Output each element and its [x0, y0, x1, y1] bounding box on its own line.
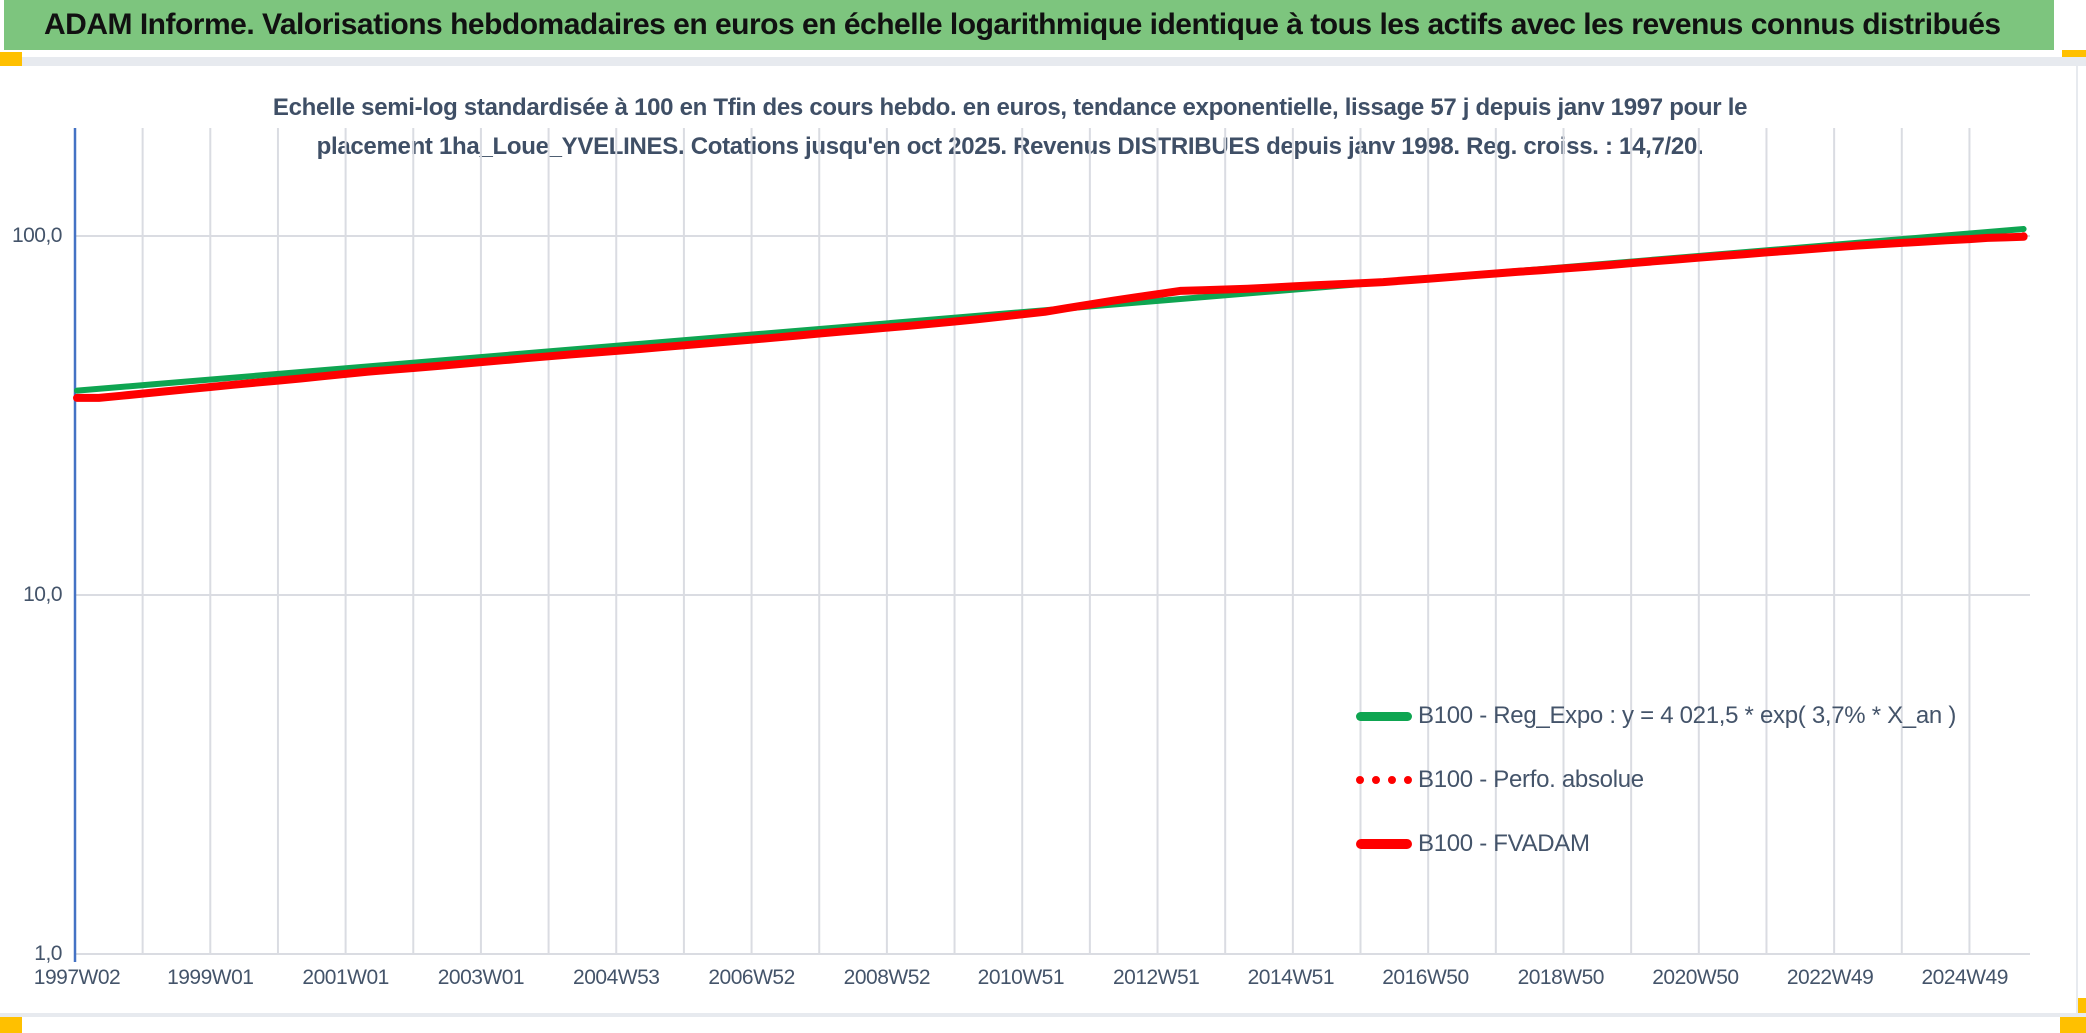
red-line-swatch-icon: [1356, 839, 1412, 849]
legend-item-fvadam: B100 - FVADAM: [1356, 812, 1956, 876]
y-axis-tick-label: 10,0: [23, 583, 62, 606]
accent-cell-top-left: [0, 52, 22, 66]
x-axis-tick-label: 2020W50: [1652, 966, 1739, 989]
cell-column-divider-right: [2076, 66, 2078, 1013]
red-dotted-line-swatch-icon: [1356, 776, 1412, 784]
x-axis-tick-label: 2010W51: [977, 966, 1065, 989]
series-fvadam: [73, 232, 2028, 402]
legend-label-perfo-absolue: B100 - Perfo. absolue: [1418, 766, 1644, 793]
chart-subtitle-line1: Echelle semi-log standardisée à 100 en T…: [272, 94, 1748, 121]
x-axis-tick-label: 2008W52: [843, 966, 931, 989]
accent-cell-bottom-right: [2060, 1017, 2086, 1033]
y-axis-tick-label: 1,0: [34, 942, 62, 965]
x-axis-tick-label: 2018W50: [1517, 966, 1605, 989]
x-axis-tick-label: 1997W02: [33, 966, 121, 989]
header-bar: ADAM Informe. Valorisations hebdomadaire…: [4, 0, 2054, 50]
green-line-swatch-icon: [1356, 711, 1412, 721]
x-axis-tick-label: 2003W01: [437, 966, 525, 989]
cell-row-divider-top: [22, 57, 2086, 66]
legend-item-reg-expo: B100 - Reg_Expo : y = 4 021,5 * exp( 3,7…: [1356, 684, 1956, 748]
x-axis-tick-label: 2016W50: [1382, 966, 1469, 989]
page-title: ADAM Informe. Valorisations hebdomadaire…: [44, 8, 2001, 41]
accent-strip-right: [2078, 998, 2086, 1015]
legend-label-fvadam: B100 - FVADAM: [1418, 830, 1590, 857]
legend: B100 - Reg_Expo : y = 4 021,5 * exp( 3,7…: [1356, 684, 1956, 876]
x-axis-tick-label: 2022W49: [1786, 966, 1874, 989]
accent-cell-bottom-left: [0, 1017, 22, 1033]
x-axis-tick-label: 2024W49: [1921, 966, 2009, 989]
x-axis-tick-label: 2014W51: [1247, 966, 1335, 989]
y-axis-tick-label: 100,0: [11, 224, 63, 247]
x-axis-tick-label: 2006W52: [708, 966, 795, 989]
x-axis-tick-label: 1999W01: [167, 966, 254, 989]
x-axis-tick-label: 2004W53: [573, 966, 660, 989]
legend-item-perfo-absolue: B100 - Perfo. absolue: [1356, 748, 1956, 812]
x-axis-tick-label: 2012W51: [1112, 966, 1200, 989]
x-axis-tick-label: 2001W01: [302, 966, 389, 989]
legend-label-reg-expo: B100 - Reg_Expo : y = 4 021,5 * exp( 3,7…: [1418, 702, 1957, 729]
cell-row-divider-bottom: [0, 1013, 2086, 1017]
